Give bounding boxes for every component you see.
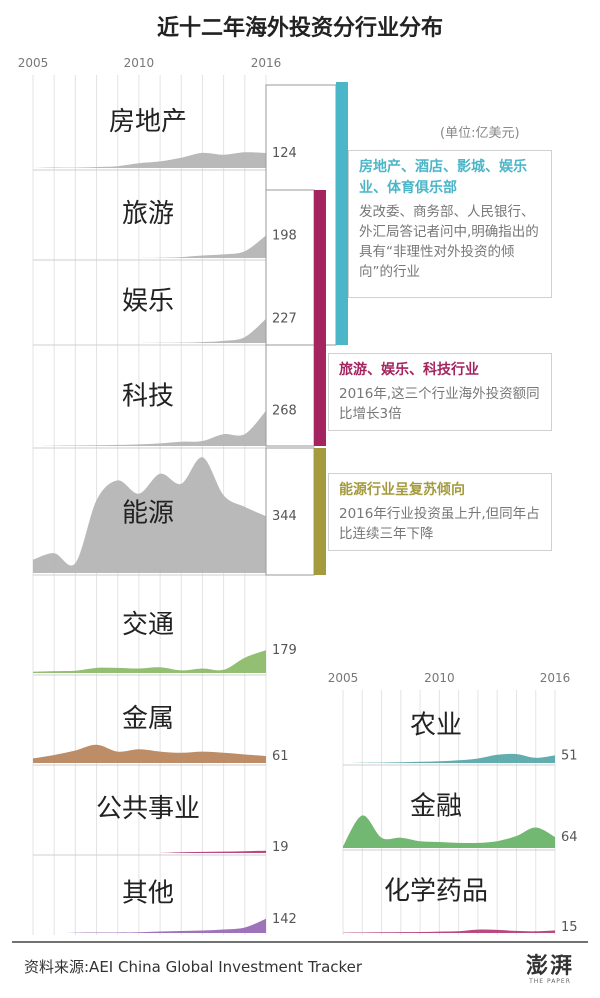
area-金融 [343, 815, 555, 848]
value-label-金属: 61 [272, 749, 289, 764]
callout-real-estate-body: 发改委、商务部、人民银行、外汇局答记者问中,明确指出的具有“非理性对外投资的倾向… [359, 204, 539, 280]
unit-note: (单位:亿美元) [440, 126, 520, 141]
callout-real-estate: 房地产、酒店、影城、娱乐业、体育俱乐部 发改委、商务部、人民银行、外汇局答记者问… [348, 150, 552, 298]
callout-tourism-head: 旅游、娱乐、科技行业 [339, 362, 479, 378]
right-year-tick: 2016 [540, 671, 571, 685]
value-label-能源: 344 [272, 509, 297, 524]
left-year-tick: 2005 [18, 56, 49, 70]
value-label-公共事业: 19 [272, 840, 289, 855]
value-label-交通: 179 [272, 643, 297, 658]
value-label-金融: 64 [561, 830, 578, 845]
left-year-tick: 2010 [124, 56, 155, 70]
value-label-化学药品: 15 [561, 920, 578, 935]
area-化学药品 [343, 929, 555, 933]
panel-label-旅游: 旅游 [122, 199, 174, 229]
panel-label-科技: 科技 [122, 382, 174, 412]
callout-tourism: 旅游、娱乐、科技行业 2016年,这三个行业海外投资额同比增长3倍 [328, 353, 552, 431]
area-能源 [33, 457, 266, 573]
panel-label-能源: 能源 [122, 499, 174, 529]
value-label-房地产: 124 [272, 146, 297, 161]
area-公共事业 [160, 850, 266, 853]
callout-energy-head: 能源行业呈复苏倾向 [339, 482, 465, 498]
logo-en: THE PAPER [529, 978, 571, 985]
callout-real-estate-head: 房地产、酒店、影城、娱乐业、体育俱乐部 [359, 159, 527, 196]
panel-label-交通: 交通 [122, 610, 174, 640]
panel-label-其他: 其他 [122, 878, 174, 908]
value-label-科技: 268 [272, 404, 297, 419]
area-农业 [343, 753, 555, 763]
bar-real-estate [336, 82, 348, 345]
value-label-农业: 51 [561, 748, 578, 763]
right-year-tick: 2010 [424, 671, 455, 685]
bar-tourism [314, 190, 326, 446]
panel-label-房地产: 房地产 [109, 107, 187, 137]
left-year-tick: 2016 [251, 56, 282, 70]
callout-tourism-body: 2016年,这三个行业海外投资额同比增长3倍 [339, 386, 540, 422]
area-房地产 [33, 152, 266, 168]
panel-label-娱乐: 娱乐 [122, 286, 174, 316]
panel-label-金融: 金融 [410, 791, 462, 821]
panel-label-农业: 农业 [410, 711, 462, 741]
area-其他 [33, 918, 266, 933]
panel-label-化学药品: 化学药品 [384, 876, 488, 906]
callout-energy: 能源行业呈复苏倾向 2016年行业投资虽上升,但同年占比连续三年下降 [328, 473, 552, 551]
value-label-其他: 142 [272, 912, 297, 927]
area-娱乐 [138, 318, 266, 343]
area-旅游 [138, 235, 266, 258]
value-label-旅游: 198 [272, 228, 297, 243]
publisher-logo: 澎湃 THE PAPER [518, 948, 582, 990]
panel-label-公共事业: 公共事业 [96, 794, 200, 824]
right-year-tick: 2005 [328, 671, 359, 685]
area-科技 [33, 410, 266, 446]
panel-label-金属: 金属 [122, 704, 174, 734]
logo-cn: 澎湃 [525, 953, 574, 979]
area-交通 [33, 650, 266, 673]
page-title: 近十二年海外投资分行业分布 [156, 16, 443, 41]
value-label-娱乐: 227 [272, 312, 297, 327]
callout-energy-body: 2016年行业投资虽上升,但同年占比连续三年下降 [339, 506, 540, 542]
source-note: 资料来源:AEI China Global Investment Tracker [24, 958, 363, 976]
bar-energy [314, 448, 326, 575]
area-金属 [33, 744, 266, 763]
